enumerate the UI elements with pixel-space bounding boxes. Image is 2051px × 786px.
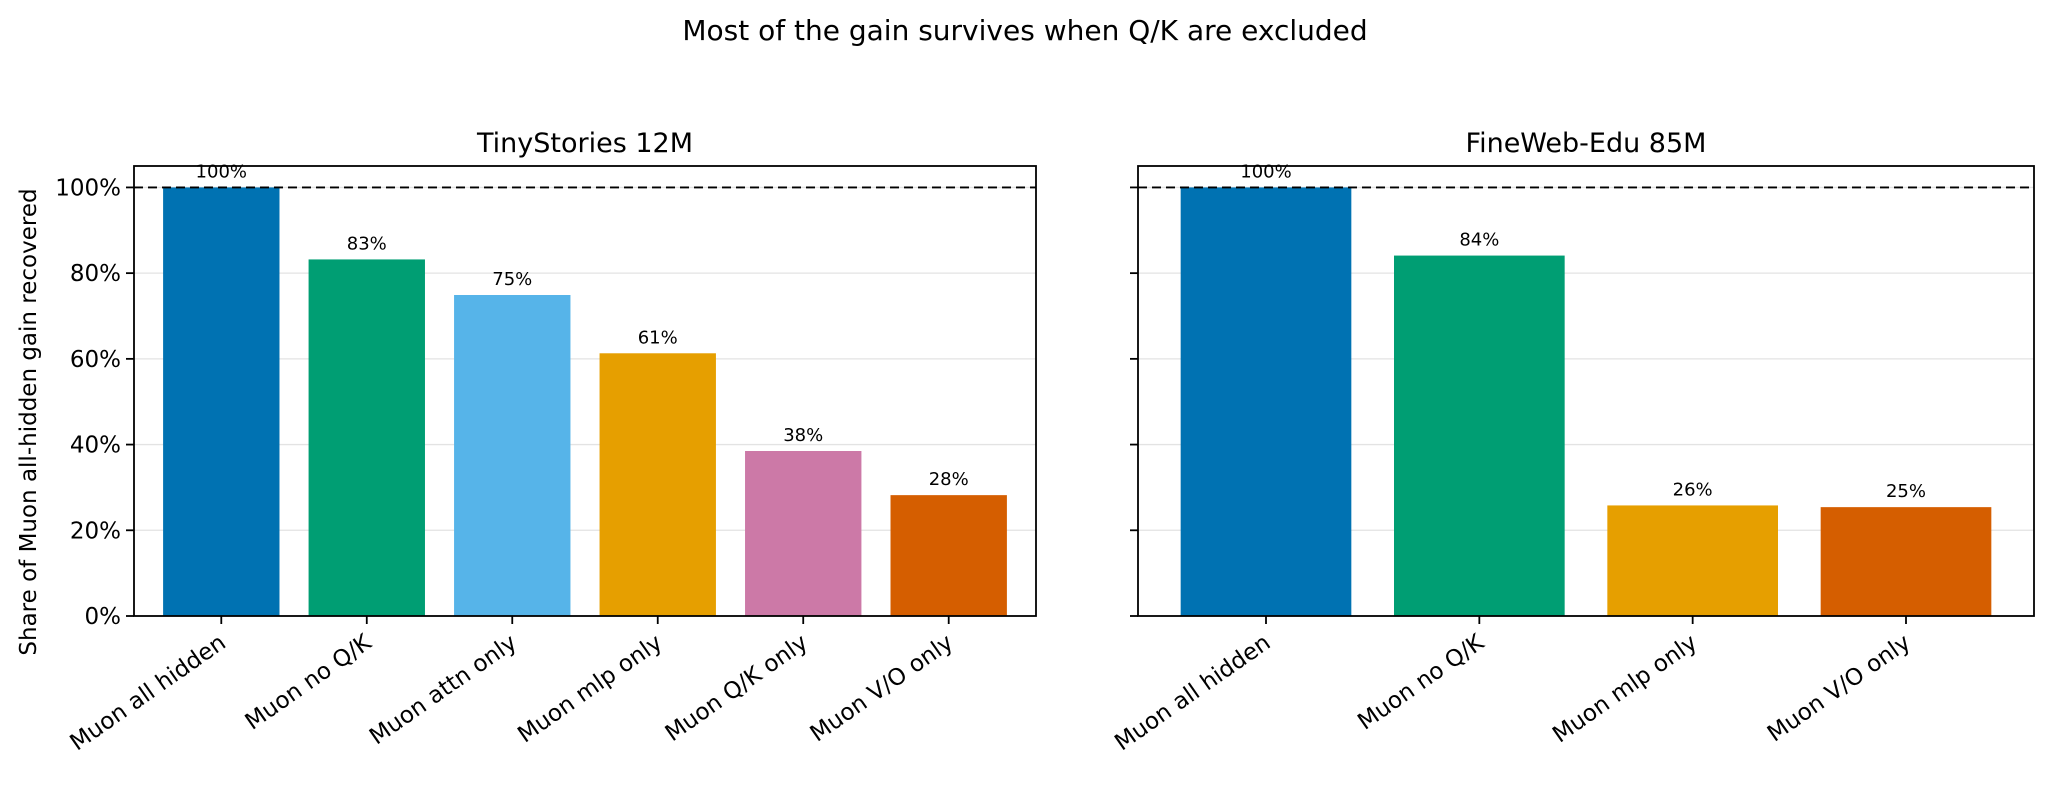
bar — [1180, 187, 1352, 616]
bar — [599, 353, 716, 616]
x-tick-label: Muon V/O only — [806, 630, 958, 748]
panel-title: FineWeb-Edu 85M — [1466, 128, 1707, 159]
bar-value-label: 84% — [1459, 230, 1499, 251]
bar — [454, 295, 571, 616]
bar-value-label: 61% — [638, 327, 678, 348]
bar-value-label: 100% — [1240, 161, 1291, 182]
x-tick-label: Muon Q/K only — [661, 630, 813, 747]
x-tick-label: Muon all hidden — [66, 630, 231, 757]
x-tick-label: Muon all hidden — [1110, 630, 1275, 757]
bar — [1394, 255, 1565, 617]
y-tick-label: 100% — [55, 175, 121, 201]
bar-value-label: 83% — [347, 233, 387, 254]
y-tick-label: 0% — [85, 604, 122, 630]
bar — [308, 259, 425, 616]
axes-frame — [1137, 165, 2035, 617]
bar — [1607, 505, 1778, 616]
y-axis-label: Share of Muon all-hidden gain recovered — [16, 188, 42, 655]
panel-title: TinyStories 12M — [476, 128, 693, 159]
bar — [1820, 507, 1992, 616]
panel-fineweb: FineWeb-Edu 85M 100% 84% 26% 25% Muon all hid… — [1110, 128, 2035, 757]
bar — [745, 451, 862, 616]
bar-value-label: 25% — [1886, 481, 1926, 502]
bar-value-label: 26% — [1673, 479, 1713, 500]
bar — [163, 187, 280, 616]
axes-frame — [133, 165, 1037, 617]
y-tick-label: 60% — [70, 347, 121, 373]
bar — [890, 495, 1007, 616]
panel-tinystories: TinyStories 12M 100% 83% 75% 61% 38% 28% 0% 20% 4… — [55, 128, 1037, 757]
bar-value-label: 100% — [196, 161, 247, 182]
x-tick-label: Muon mlp only — [1548, 630, 1702, 749]
bar-value-label: 38% — [783, 425, 823, 446]
y-tick-label: 20% — [70, 518, 121, 544]
y-tick-label: 80% — [70, 261, 121, 287]
x-tick-label: Muon no Q/K — [1353, 629, 1489, 735]
x-tick-label: Muon no Q/K — [241, 629, 377, 735]
figure-suptitle: Most of the gain survives when Q/K are e… — [682, 14, 1367, 47]
y-tick-label: 40% — [70, 433, 121, 459]
bar-value-label: 75% — [492, 269, 532, 290]
x-tick-label: Muon mlp only — [513, 630, 667, 749]
x-tick-label: Muon attn only — [365, 630, 522, 751]
bar-value-label: 28% — [929, 469, 969, 490]
x-tick-label: Muon V/O only — [1763, 630, 1915, 748]
